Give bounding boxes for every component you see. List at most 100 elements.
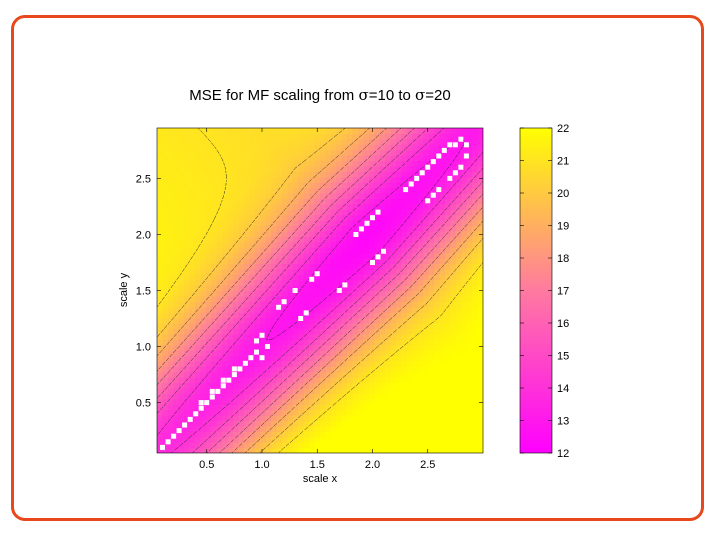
heatmap-cell — [472, 317, 479, 324]
heatmap-cell — [396, 198, 403, 205]
heatmap-cell — [341, 442, 348, 449]
heatmap-cell — [173, 214, 180, 221]
heatmap-cell — [303, 366, 310, 373]
heatmap-cell — [184, 398, 191, 405]
heatmap-cell — [396, 290, 403, 297]
heatmap-cell — [330, 333, 337, 340]
colorbar-tick-label: 19 — [557, 221, 569, 233]
heatmap-cell — [320, 360, 327, 367]
heatmap-cell — [336, 306, 343, 313]
heatmap-cell — [292, 165, 299, 172]
heatmap-cell — [368, 377, 375, 384]
heatmap-cell — [260, 388, 267, 395]
heatmap-cell — [238, 214, 245, 221]
heatmap-cell — [298, 247, 305, 254]
heatmap-cell — [330, 149, 337, 156]
heatmap-cell — [162, 182, 169, 189]
heatmap-cell — [439, 220, 446, 227]
heatmap-cell — [406, 382, 413, 389]
heatmap-cell — [466, 388, 473, 395]
heatmap-cell — [363, 317, 370, 324]
marked-point — [414, 175, 420, 181]
heatmap-cell — [309, 128, 316, 135]
heatmap-cell — [276, 182, 283, 189]
heatmap-cell — [347, 350, 354, 357]
heatmap-cell — [320, 371, 327, 378]
heatmap-cell — [347, 295, 354, 302]
heatmap-cell — [434, 409, 441, 416]
heatmap-cell — [320, 306, 327, 313]
heatmap-cell — [368, 312, 375, 319]
heatmap-cell — [216, 377, 223, 384]
heatmap-cell — [265, 436, 272, 443]
heatmap-cell — [330, 431, 337, 438]
heatmap-cell — [434, 436, 441, 443]
marked-point — [160, 444, 165, 450]
heatmap-cell — [455, 182, 462, 189]
heatmap-cell — [205, 268, 212, 275]
heatmap-cell — [379, 198, 386, 205]
heatmap-cell — [238, 442, 245, 449]
heatmap-cell — [309, 149, 316, 156]
heatmap-cell — [254, 252, 261, 259]
heatmap-cell — [157, 263, 164, 270]
heatmap-cell — [363, 312, 370, 319]
heatmap-cell — [461, 366, 468, 373]
heatmap-cell — [173, 323, 180, 330]
heatmap-cell — [428, 149, 435, 156]
heatmap-cell — [184, 409, 191, 416]
heatmap-cell — [374, 214, 381, 221]
heatmap-cell — [265, 149, 272, 156]
heatmap-cell — [265, 333, 272, 340]
heatmap-cell — [352, 225, 359, 232]
heatmap-cell — [347, 258, 354, 265]
heatmap-cell — [195, 360, 202, 367]
heatmap-cell — [379, 431, 386, 438]
heatmap-cell — [184, 312, 191, 319]
heatmap-cell — [254, 371, 261, 378]
heatmap-cell — [385, 333, 392, 340]
heatmap-cell — [298, 138, 305, 145]
heatmap-cell — [347, 274, 354, 281]
heatmap-cell — [238, 447, 245, 453]
heatmap-cell — [314, 425, 321, 432]
heatmap-cell — [444, 160, 451, 167]
heatmap-cell — [352, 333, 359, 340]
heatmap-cell — [358, 312, 365, 319]
heatmap-cell — [222, 317, 229, 324]
heatmap-cell — [450, 285, 457, 292]
heatmap-cell — [341, 285, 348, 292]
marked-point — [215, 388, 221, 394]
heatmap-cell — [260, 133, 267, 140]
heatmap-cell — [352, 268, 359, 275]
marked-point — [176, 428, 182, 434]
heatmap-cell — [298, 344, 305, 351]
heatmap-cell — [439, 431, 446, 438]
heatmap-cell — [189, 333, 196, 340]
heatmap-cell — [336, 133, 343, 140]
heatmap-cell — [227, 415, 234, 422]
heatmap-cell — [162, 193, 169, 200]
heatmap-cell — [243, 220, 250, 227]
heatmap-cell — [330, 165, 337, 172]
heatmap-cell — [189, 155, 196, 162]
heatmap-cell — [162, 388, 169, 395]
heatmap-cell — [374, 171, 381, 178]
heatmap-cell — [466, 214, 473, 221]
heatmap-cell — [173, 171, 180, 178]
heatmap-cell — [189, 203, 196, 210]
heatmap-cell — [276, 263, 283, 270]
heatmap-cell — [178, 306, 185, 313]
heatmap-cell — [444, 263, 451, 270]
heatmap-cell — [444, 350, 451, 357]
heatmap-cell — [265, 290, 272, 297]
heatmap-cell — [368, 409, 375, 416]
heatmap-cell — [216, 382, 223, 389]
heatmap-cell — [238, 409, 245, 416]
heatmap-cell — [298, 263, 305, 270]
heatmap-cell — [461, 333, 468, 340]
heatmap-cell — [157, 355, 164, 362]
heatmap-cell — [309, 323, 316, 330]
heatmap-cell — [205, 274, 212, 281]
heatmap-cell — [200, 377, 207, 384]
